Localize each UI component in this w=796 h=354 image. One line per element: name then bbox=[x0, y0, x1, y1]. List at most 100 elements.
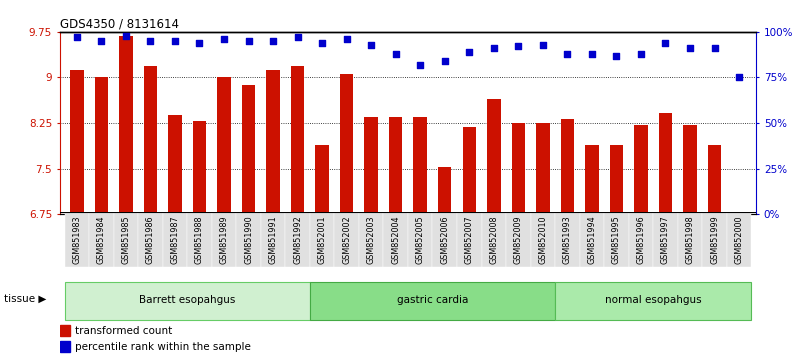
Bar bbox=[95, 78, 108, 214]
Text: transformed count: transformed count bbox=[75, 326, 172, 336]
Bar bbox=[702, 212, 727, 267]
Point bbox=[291, 34, 304, 40]
Bar bbox=[212, 212, 236, 267]
Bar bbox=[60, 325, 70, 336]
Text: GSM851993: GSM851993 bbox=[563, 215, 572, 264]
Bar bbox=[659, 113, 672, 214]
Bar bbox=[512, 123, 525, 214]
Text: GSM851983: GSM851983 bbox=[72, 215, 81, 264]
Text: gastric cardia: gastric cardia bbox=[396, 295, 468, 305]
Text: GSM852001: GSM852001 bbox=[318, 215, 326, 264]
Text: GSM852003: GSM852003 bbox=[367, 215, 376, 264]
Bar bbox=[144, 67, 157, 214]
Bar bbox=[60, 341, 70, 353]
Bar bbox=[555, 212, 579, 267]
Bar bbox=[89, 212, 114, 267]
FancyBboxPatch shape bbox=[555, 282, 751, 320]
Text: GSM851997: GSM851997 bbox=[661, 215, 670, 264]
Text: GSM851992: GSM851992 bbox=[293, 215, 302, 264]
Bar bbox=[340, 74, 353, 214]
Bar bbox=[236, 212, 261, 267]
Text: GSM852010: GSM852010 bbox=[538, 215, 548, 264]
Text: GSM851990: GSM851990 bbox=[244, 215, 253, 264]
Bar bbox=[732, 214, 746, 216]
Text: GSM851986: GSM851986 bbox=[146, 215, 155, 264]
Bar bbox=[482, 212, 506, 267]
Bar bbox=[310, 212, 334, 267]
Point bbox=[463, 49, 476, 55]
Bar bbox=[389, 117, 403, 214]
Text: GSM851988: GSM851988 bbox=[195, 215, 204, 264]
Text: percentile rank within the sample: percentile rank within the sample bbox=[75, 342, 251, 352]
Bar bbox=[217, 78, 231, 214]
Point bbox=[144, 38, 157, 44]
Bar bbox=[267, 70, 280, 214]
Bar bbox=[677, 212, 702, 267]
Bar bbox=[139, 212, 162, 267]
Point bbox=[561, 51, 574, 57]
Point bbox=[340, 36, 353, 42]
Point bbox=[512, 44, 525, 49]
Point bbox=[708, 45, 721, 51]
Point bbox=[586, 51, 599, 57]
Bar bbox=[285, 212, 310, 267]
Bar bbox=[604, 212, 629, 267]
Text: GSM851995: GSM851995 bbox=[612, 215, 621, 264]
Point bbox=[95, 38, 107, 44]
Text: Barrett esopahgus: Barrett esopahgus bbox=[139, 295, 236, 305]
Text: GSM851989: GSM851989 bbox=[220, 215, 228, 264]
Bar bbox=[708, 145, 721, 214]
FancyBboxPatch shape bbox=[310, 282, 555, 320]
Point bbox=[242, 38, 255, 44]
Text: GSM851999: GSM851999 bbox=[710, 215, 719, 264]
Text: GSM852005: GSM852005 bbox=[416, 215, 425, 264]
Text: GSM852004: GSM852004 bbox=[391, 215, 400, 264]
Point bbox=[439, 58, 451, 64]
Bar bbox=[683, 125, 696, 214]
Bar bbox=[359, 212, 384, 267]
Bar bbox=[114, 212, 139, 267]
Text: tissue ▶: tissue ▶ bbox=[4, 294, 46, 304]
Bar bbox=[727, 212, 751, 267]
Point bbox=[659, 40, 672, 46]
Bar bbox=[579, 212, 604, 267]
Bar bbox=[536, 123, 549, 214]
Text: normal esopahgus: normal esopahgus bbox=[605, 295, 701, 305]
Text: GSM852002: GSM852002 bbox=[342, 215, 351, 264]
Point bbox=[316, 40, 329, 46]
Bar bbox=[457, 212, 482, 267]
Text: GSM851996: GSM851996 bbox=[637, 215, 646, 264]
Text: GSM852007: GSM852007 bbox=[465, 215, 474, 264]
Point bbox=[217, 36, 230, 42]
Text: GSM852009: GSM852009 bbox=[513, 215, 523, 264]
Bar bbox=[242, 85, 256, 214]
Text: GSM852008: GSM852008 bbox=[490, 215, 498, 264]
Point bbox=[414, 62, 427, 68]
Point bbox=[610, 53, 622, 58]
Point bbox=[537, 42, 549, 47]
Point bbox=[389, 51, 402, 57]
Bar bbox=[432, 212, 457, 267]
Text: GSM852006: GSM852006 bbox=[440, 215, 449, 264]
Bar bbox=[261, 212, 285, 267]
Bar bbox=[162, 212, 187, 267]
Bar bbox=[487, 99, 501, 214]
Bar bbox=[365, 117, 378, 214]
Bar bbox=[531, 212, 555, 267]
Bar bbox=[560, 119, 574, 214]
Bar bbox=[168, 115, 181, 214]
Bar bbox=[64, 212, 89, 267]
Bar bbox=[187, 212, 212, 267]
Text: GSM851994: GSM851994 bbox=[587, 215, 596, 264]
Text: GSM851987: GSM851987 bbox=[170, 215, 179, 264]
Bar bbox=[193, 121, 206, 214]
Point bbox=[71, 34, 84, 40]
Bar bbox=[506, 212, 531, 267]
Point bbox=[487, 45, 500, 51]
Point bbox=[169, 38, 181, 44]
Text: GSM851998: GSM851998 bbox=[685, 215, 694, 264]
Point bbox=[267, 38, 279, 44]
Bar bbox=[119, 36, 133, 214]
Bar bbox=[70, 70, 84, 214]
Bar bbox=[408, 212, 432, 267]
